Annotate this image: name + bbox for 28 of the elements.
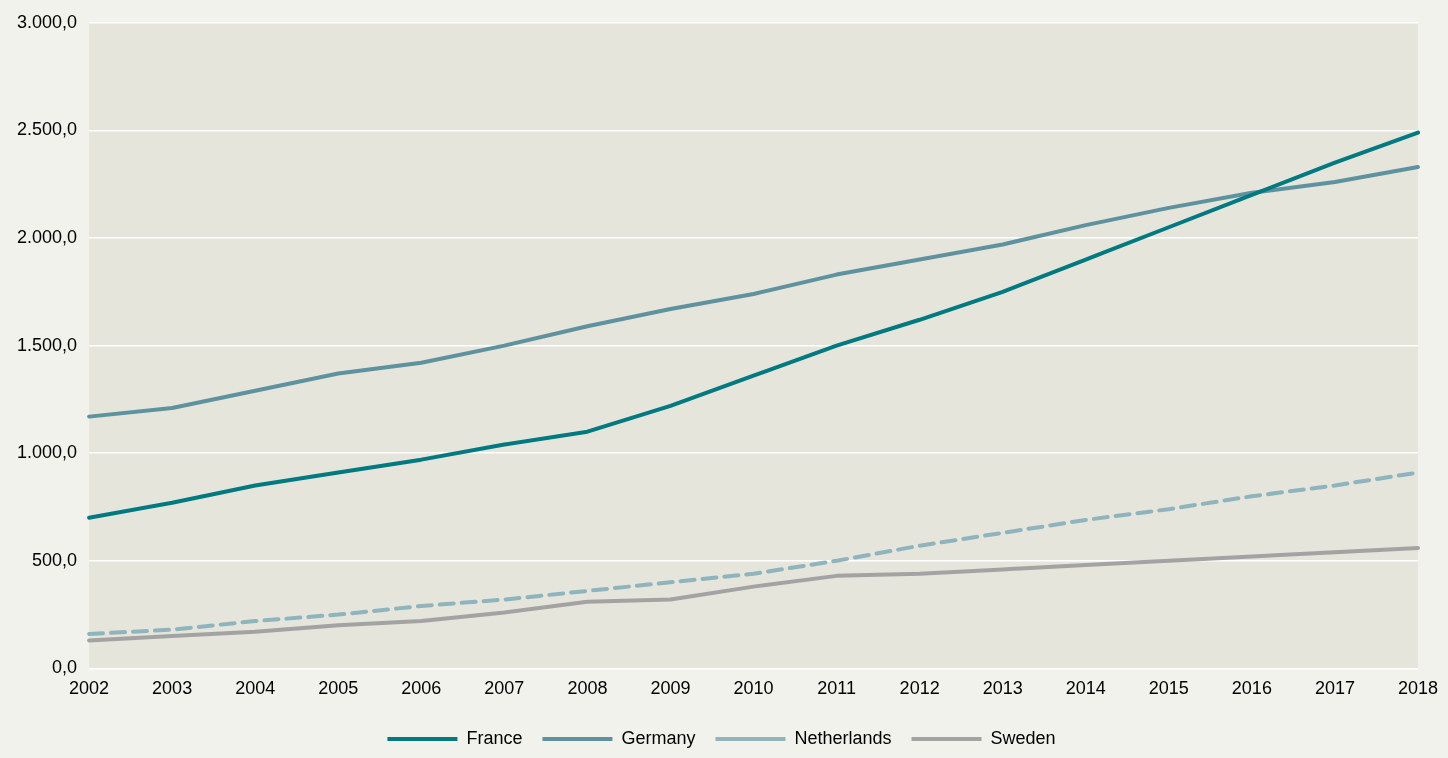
y-tick-label: 0,0 <box>52 657 78 678</box>
x-tick-label: 2016 <box>1231 678 1272 699</box>
y-tick-label: 1.500,0 <box>16 334 78 355</box>
legend-label: Netherlands <box>794 727 892 748</box>
y-tick-label: 3.000,0 <box>16 11 78 32</box>
x-tick-label: 2012 <box>899 678 940 699</box>
x-tick-label: 2002 <box>69 678 110 699</box>
x-tick-label: 2014 <box>1065 678 1106 699</box>
x-tick-label: 2003 <box>152 678 193 699</box>
legend-label: France <box>466 727 523 748</box>
x-tick-label: 2004 <box>235 678 276 699</box>
y-tick-label: 2.000,0 <box>16 226 78 247</box>
y-tick-label: 1.000,0 <box>16 442 78 463</box>
x-tick-label: 2018 <box>1397 678 1438 699</box>
x-tick-label: 2007 <box>484 678 525 699</box>
x-tick-label: 2017 <box>1314 678 1355 699</box>
x-tick-label: 2013 <box>982 678 1023 699</box>
x-tick-label: 2011 <box>817 678 856 699</box>
y-tick-label: 2.500,0 <box>16 119 78 140</box>
x-tick-label: 2009 <box>650 678 691 699</box>
legend-label: Germany <box>621 727 696 748</box>
x-tick-label: 2015 <box>1148 678 1189 699</box>
x-tick-label: 2010 <box>733 678 774 699</box>
legend-label: Sweden <box>990 727 1056 748</box>
x-tick-label: 2008 <box>567 678 608 699</box>
x-tick-label: 2006 <box>401 678 442 699</box>
y-tick-label: 500,0 <box>32 549 78 570</box>
x-tick-label: 2005 <box>318 678 359 699</box>
